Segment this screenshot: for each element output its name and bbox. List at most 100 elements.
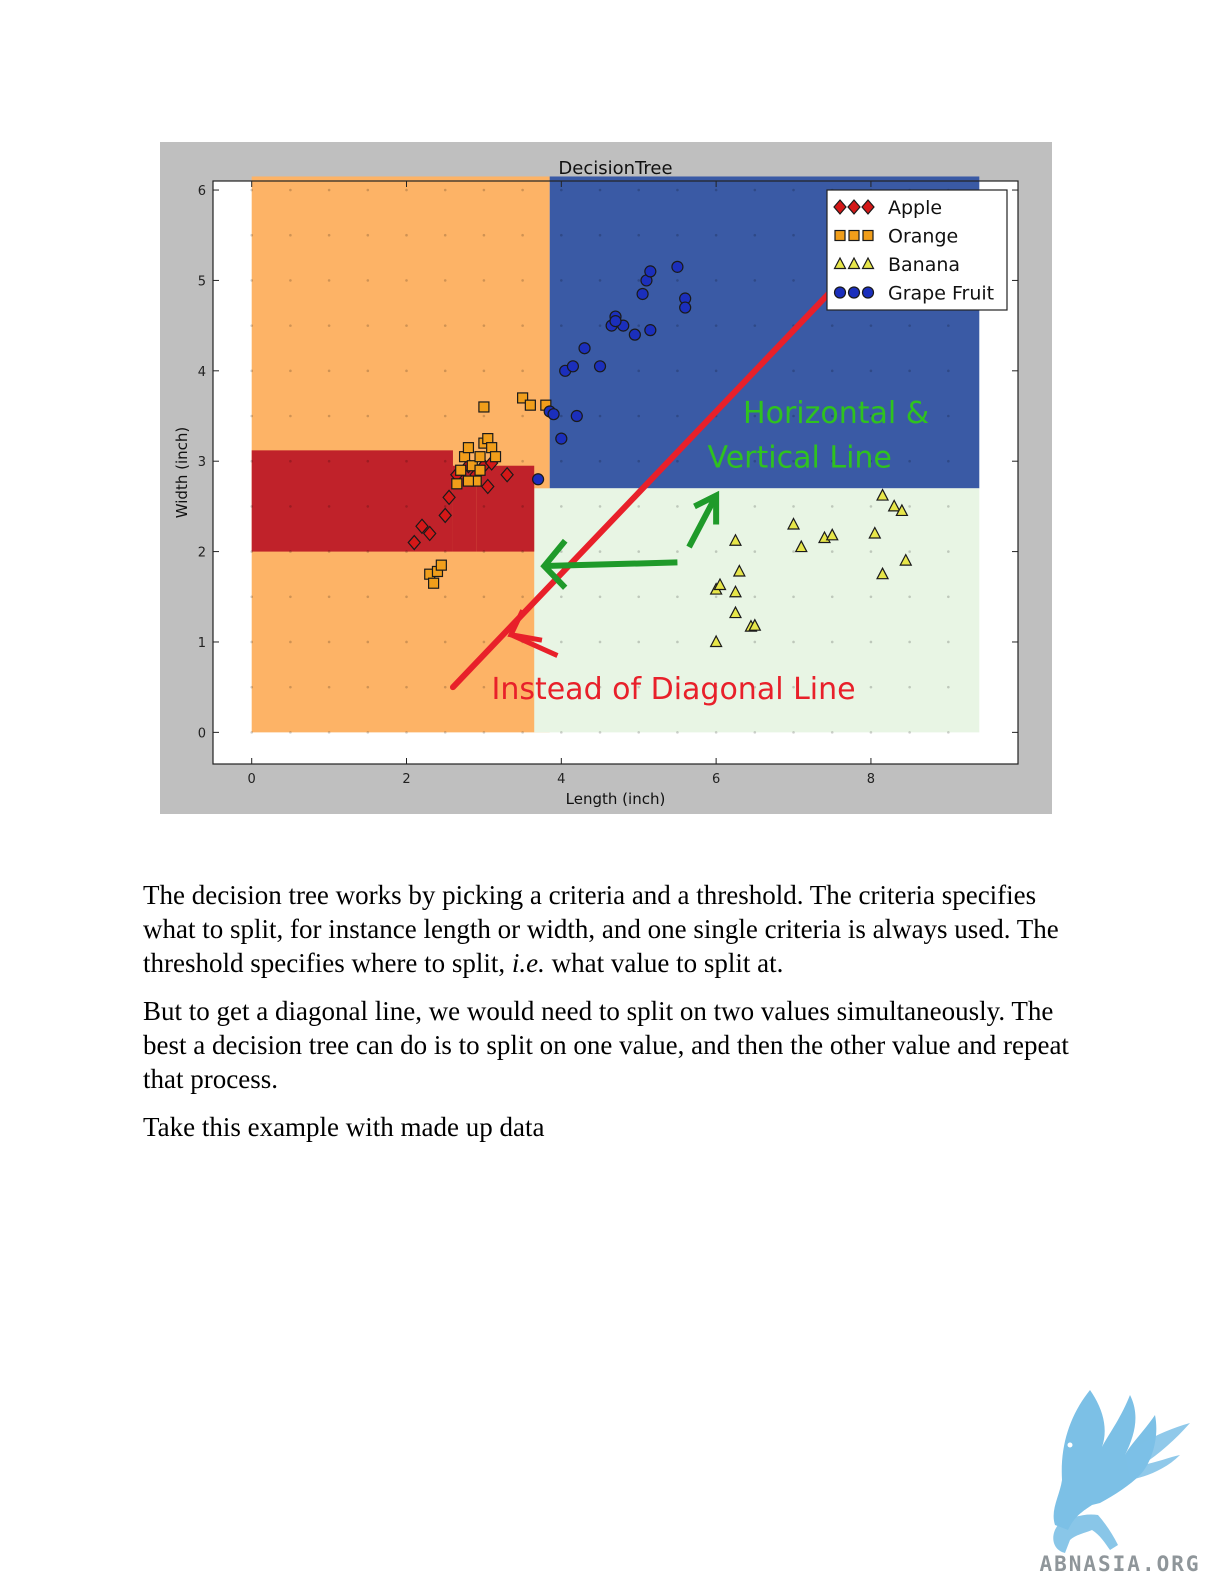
- mesh-dot: [521, 731, 524, 734]
- mesh-dot: [289, 731, 292, 734]
- mesh-dot: [792, 685, 795, 689]
- mesh-dot: [289, 505, 292, 508]
- mesh-dot: [947, 731, 950, 734]
- mesh-dot: [405, 188, 408, 192]
- mesh-dot: [405, 640, 408, 644]
- green-arrow-up-head: [693, 490, 720, 525]
- paragraph-text: But to get a diagonal line, we would nee…: [143, 996, 1069, 1094]
- mesh-dot: [792, 731, 795, 734]
- mesh-dot: [289, 640, 292, 644]
- mesh-dot: [637, 324, 641, 327]
- mesh-dot: [250, 324, 254, 327]
- orange-point: [428, 577, 440, 589]
- mesh-dot: [366, 279, 370, 282]
- legend-marker-banana: [833, 256, 847, 270]
- mesh-dot: [869, 731, 873, 734]
- mesh-dot: [405, 233, 408, 237]
- mesh-dot: [443, 550, 447, 553]
- mesh-dot: [482, 550, 486, 553]
- mesh-dot: [482, 640, 486, 644]
- mesh-dot: [366, 188, 370, 192]
- mesh-dot: [443, 324, 447, 327]
- mesh-dot: [366, 324, 370, 327]
- mesh-dot: [637, 595, 641, 599]
- legend-marker-grape-fruit: [861, 286, 875, 299]
- apple-point: [442, 489, 456, 506]
- mesh-dot: [289, 324, 292, 327]
- mesh-dot: [947, 595, 950, 599]
- mesh-dot: [908, 414, 911, 418]
- orange-point: [524, 399, 536, 411]
- grape-fruit-point: [566, 360, 580, 373]
- annotation-vertical: Vertical Line: [708, 441, 892, 476]
- mesh-dot: [560, 324, 563, 327]
- mesh-dot: [869, 369, 873, 373]
- body-text: The decision tree works by picking a cri…: [143, 878, 1073, 1158]
- mesh-dot: [289, 279, 292, 282]
- x-tick-label: 8: [867, 772, 875, 787]
- mesh-dot: [443, 414, 447, 418]
- mesh-dot: [753, 640, 757, 644]
- grape-fruit-point: [570, 409, 583, 423]
- paragraph-text: Take this example with made up data: [143, 1112, 545, 1142]
- mesh-dot: [443, 279, 447, 282]
- orange-point: [451, 478, 463, 490]
- mesh-dot: [327, 324, 331, 327]
- mesh-dot: [327, 550, 331, 553]
- mesh-dot: [869, 685, 873, 689]
- mesh-dot: [327, 459, 331, 463]
- mesh-dot: [289, 595, 292, 599]
- mesh-dot: [714, 369, 718, 373]
- mesh-dot: [676, 188, 679, 192]
- orange-point: [435, 559, 447, 571]
- y-tick-label: 1: [198, 636, 206, 651]
- mesh-dot: [792, 279, 795, 282]
- y-axis-label: Width (inch): [173, 427, 191, 518]
- mesh-dot: [560, 731, 563, 734]
- mesh-dot: [637, 414, 641, 418]
- mesh-dot: [366, 505, 370, 508]
- mesh-dot: [250, 279, 254, 282]
- grape-fruit-point: [671, 260, 684, 273]
- mesh-dot: [443, 233, 447, 237]
- mesh-dot: [830, 414, 834, 418]
- orange-point: [478, 401, 490, 413]
- mesh-dot: [792, 505, 795, 508]
- mesh-dot: [250, 505, 254, 508]
- mesh-dot: [869, 550, 873, 553]
- mesh-dot: [714, 459, 718, 463]
- legend-marker-banana: [847, 256, 861, 270]
- legend-marker-orange: [862, 229, 874, 242]
- mesh-dot: [598, 279, 602, 282]
- mesh-dot: [598, 188, 602, 192]
- mesh-dot: [792, 233, 795, 237]
- mesh-dot: [521, 685, 524, 689]
- mesh-dot: [869, 414, 873, 418]
- mesh-dot: [753, 595, 757, 599]
- mesh-dot: [482, 414, 486, 418]
- mesh-dot: [289, 459, 292, 463]
- paragraph-1: The decision tree works by picking a cri…: [143, 878, 1073, 980]
- mesh-dot: [250, 459, 254, 463]
- apple-point: [422, 525, 437, 542]
- mesh-dot: [250, 595, 254, 599]
- mesh-dot: [908, 369, 911, 373]
- mesh-dot: [830, 459, 834, 463]
- mesh-dot: [947, 459, 950, 463]
- mesh-dot: [560, 188, 563, 192]
- grape-fruit-point: [636, 287, 649, 301]
- mesh-dot: [676, 459, 679, 463]
- mesh-dot: [327, 640, 331, 644]
- mesh-dot: [327, 731, 331, 734]
- green-arrow-left-head: [540, 538, 568, 590]
- mesh-dot: [560, 279, 563, 282]
- mesh-dot: [637, 550, 641, 553]
- mesh-dot: [560, 459, 563, 463]
- mesh-dot: [676, 279, 679, 282]
- banana-point: [728, 584, 742, 598]
- legend-marker-apple: [833, 199, 847, 215]
- mesh-dot: [560, 640, 563, 644]
- banana-point: [899, 553, 913, 566]
- mesh-dot: [714, 731, 718, 734]
- mesh-dot: [366, 550, 370, 553]
